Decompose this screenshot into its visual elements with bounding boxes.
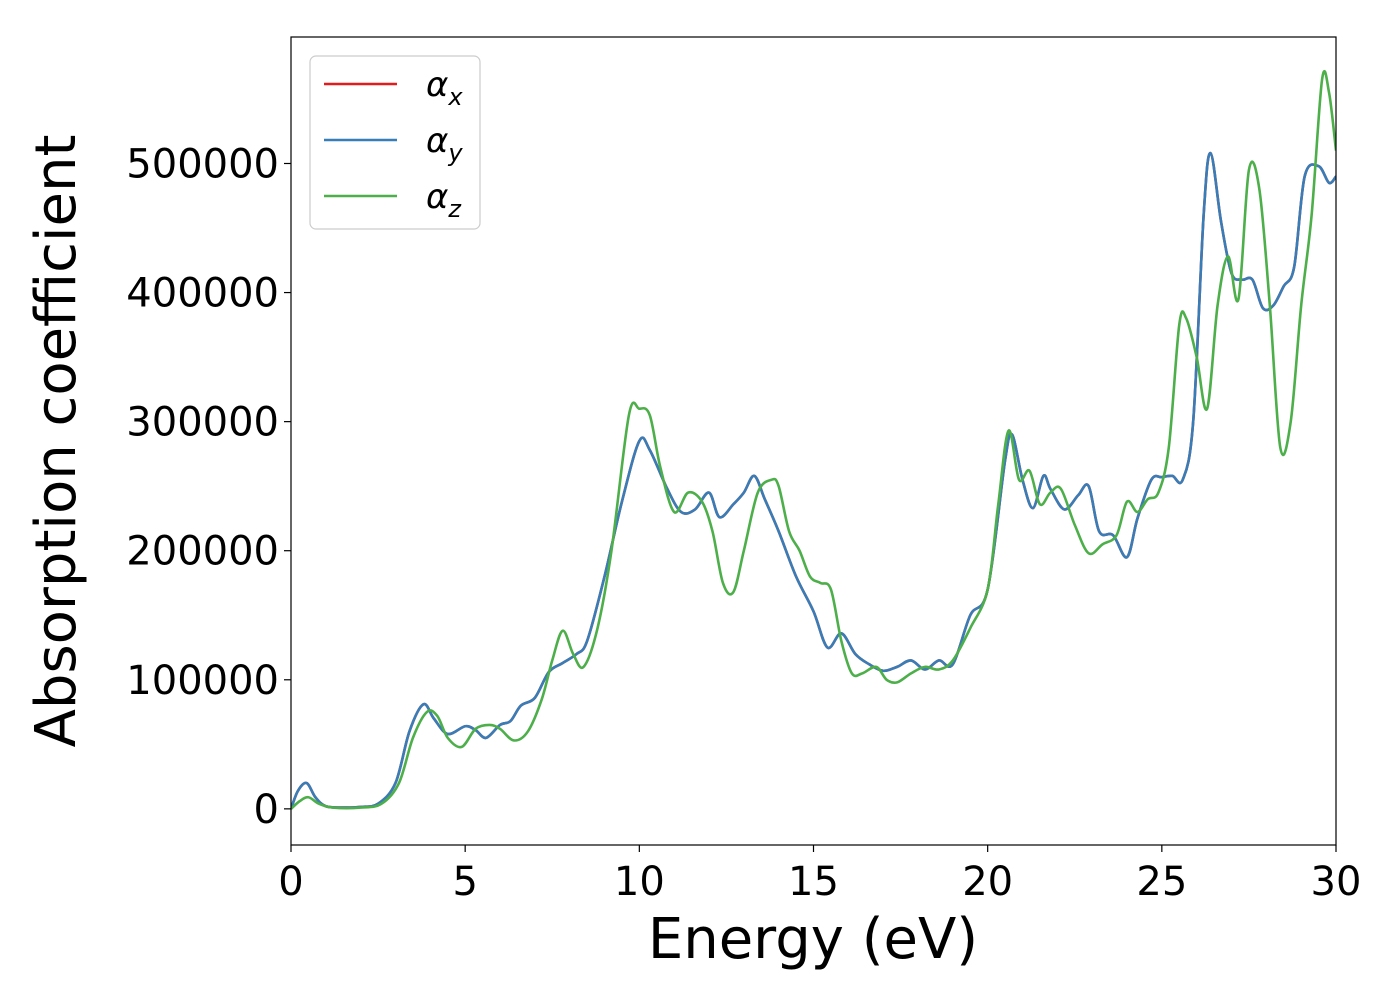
y-tick-label: 300000: [126, 400, 279, 446]
x-axis-title: Energy (eV): [648, 907, 978, 972]
legend-label-alpha-z: αz: [426, 177, 462, 223]
x-tick-label: 5: [452, 859, 477, 905]
y-tick-label: 200000: [126, 529, 279, 575]
series-layer: [291, 70, 1336, 810]
y-axis: 0 100000 200000 300000 400000 500000: [126, 141, 291, 833]
x-tick-label: 15: [788, 859, 839, 905]
legend-label-alpha-y: αy: [426, 121, 463, 167]
x-tick-label: 10: [614, 859, 665, 905]
y-axis-title: Absorption coefficient: [24, 135, 89, 748]
y-tick-label: 0: [254, 787, 279, 833]
legend-label-alpha-x: αx: [426, 65, 463, 111]
x-tick-label: 20: [962, 859, 1013, 905]
x-tick-label: 0: [278, 859, 303, 905]
series-line-alpha-z: [291, 70, 1336, 810]
y-tick-label: 400000: [126, 271, 279, 317]
x-tick-label: 30: [1311, 859, 1362, 905]
legend: αx αy αz: [309, 55, 481, 230]
y-tick-label: 100000: [126, 658, 279, 704]
x-tick-label: 25: [1136, 859, 1187, 905]
y-tick-label: 500000: [126, 141, 279, 187]
legend-box: [309, 55, 481, 230]
x-axis: 0 5 10 15 20 25 30: [278, 845, 1361, 905]
